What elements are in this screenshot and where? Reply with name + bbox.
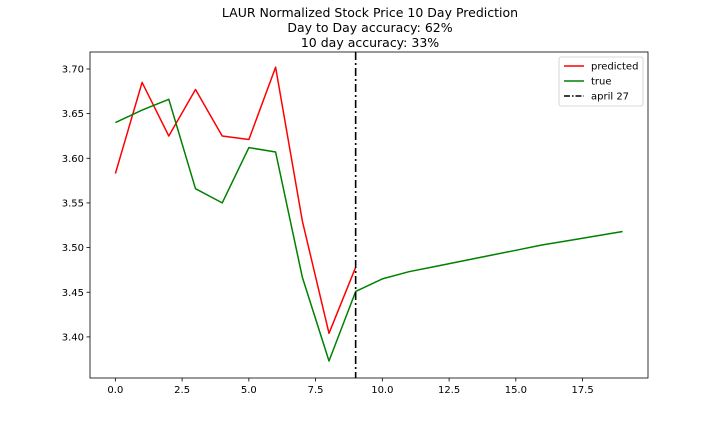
series-line-predicted <box>114 66 357 335</box>
chart-subtitle-day-accuracy: Day to Day accuracy: 62% <box>287 20 453 35</box>
legend-label-predicted: predicted <box>591 62 638 73</box>
y-tick-label: 3.70 <box>62 64 84 75</box>
x-tick-label: 15.0 <box>505 385 527 396</box>
series-layer <box>114 52 623 378</box>
x-axis: 0.0 2.5 5.0 7.5 10.0 12.5 15.0 17.5 <box>107 378 594 396</box>
y-tick-label: 3.65 <box>62 109 84 120</box>
y-tick-label: 3.60 <box>62 154 84 165</box>
y-axis: 3.40 3.45 3.50 3.55 3.60 3.65 3.70 <box>62 64 90 343</box>
legend-label-true: true <box>591 77 612 88</box>
chart-title: LAUR Normalized Stock Price 10 Day Predi… <box>221 5 519 20</box>
chart-subtitle-10day-accuracy: 10 day accuracy: 33% <box>300 35 440 50</box>
x-tick-label: 12.5 <box>438 385 460 396</box>
x-tick-label: 17.5 <box>571 385 593 396</box>
x-tick-label: 5.0 <box>241 385 257 396</box>
plot-area <box>89 51 649 379</box>
x-tick-label: 0.0 <box>107 385 123 396</box>
y-tick-label: 3.45 <box>62 288 84 299</box>
series-line-true <box>115 98 623 362</box>
y-tick-label: 3.40 <box>62 332 84 343</box>
legend-label-april-27: april 27 <box>591 92 629 103</box>
x-tick-label: 2.5 <box>174 385 190 396</box>
legend-box <box>558 56 644 107</box>
plot-frame <box>89 51 649 379</box>
x-tick-label: 10.0 <box>371 385 393 396</box>
y-tick-label: 3.50 <box>62 243 84 254</box>
y-tick-label: 3.55 <box>62 198 84 209</box>
x-tick-label: 7.5 <box>308 385 324 396</box>
legend: predicted true april 27 <box>558 56 644 107</box>
